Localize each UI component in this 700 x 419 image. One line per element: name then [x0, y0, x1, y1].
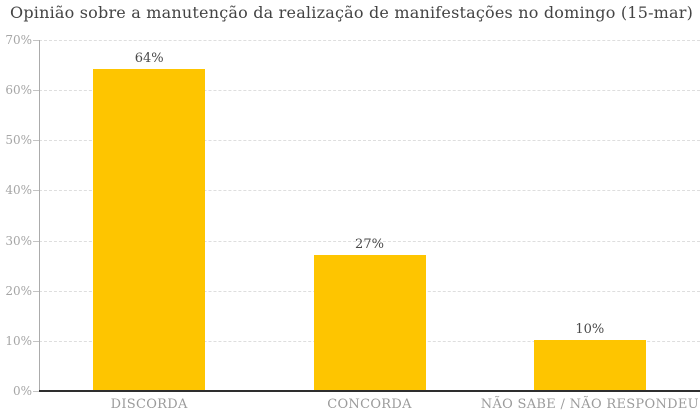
- x-axis-line: [39, 390, 700, 392]
- y-axis-tick: [33, 240, 39, 242]
- gridline-40: [39, 190, 700, 192]
- y-tick-label-50: 50%: [5, 133, 32, 148]
- x-category-label-discorda: DISCORDA: [110, 397, 188, 412]
- y-tick-label-70: 70%: [5, 33, 32, 47]
- plot-area: 0% 10% 20% 30% 40% 50% 60% 70% 64% DISCORDA 27% CO…: [5, 33, 700, 412]
- x-category-label-n-o-sabe-n-o-respondeu: NÃO SABE / NÃO RESPONDEU: [480, 397, 699, 412]
- x-category-label-concorda: CONCORDA: [327, 397, 412, 412]
- y-tick-label-0: 0%: [12, 384, 32, 398]
- bar-value-label-discorda: 64%: [134, 51, 164, 67]
- y-tick-label-20: 20%: [5, 283, 32, 298]
- bar-concorda: [313, 254, 426, 390]
- y-axis-tick: [33, 140, 39, 142]
- gridline-60: [39, 90, 700, 92]
- bar-discorda: [93, 69, 206, 390]
- y-axis-tick: [33, 290, 39, 292]
- y-tick-label-60: 60%: [5, 83, 32, 98]
- bar-n-o-sabe-n-o-respondeu: [533, 339, 646, 390]
- y-axis-tick: [33, 340, 39, 342]
- y-axis-tick: [33, 190, 39, 192]
- gridline-70: [39, 40, 700, 41]
- y-axis-line: [39, 40, 40, 391]
- bar-value-label-n-o-sabe-n-o-respondeu: 10%: [575, 321, 605, 337]
- gridline-30: [39, 240, 700, 242]
- gridline-50: [39, 140, 700, 142]
- y-axis-tick: [33, 90, 39, 92]
- y-tick-label-40: 40%: [5, 183, 32, 198]
- y-axis-tick: [33, 391, 39, 392]
- bar-value-label-concorda: 27%: [355, 236, 384, 252]
- y-tick-label-10: 10%: [5, 333, 32, 348]
- y-axis-tick: [33, 40, 39, 41]
- chart-title: Opinião sobre a manutenção da realização…: [10, 3, 694, 22]
- y-tick-label-30: 30%: [5, 233, 32, 248]
